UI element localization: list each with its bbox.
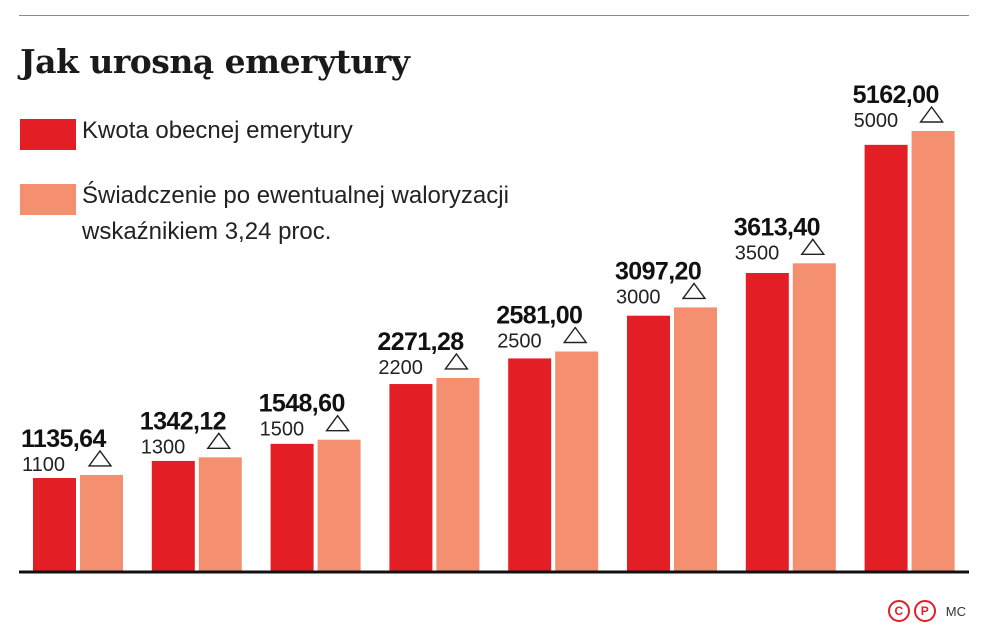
base-value-label-1100: 1100 bbox=[22, 454, 65, 476]
legend-label-indexed-pension: Świadczenie po ewentualnej waloryzacji w… bbox=[82, 182, 509, 245]
indexed-value-label-1500: 1548,60 bbox=[259, 390, 345, 418]
increase-triangle-icon bbox=[325, 414, 350, 432]
indexed-value-label-5000: 5162,00 bbox=[853, 81, 939, 109]
credit-author: MC bbox=[945, 603, 966, 619]
bar-current-1100 bbox=[33, 478, 76, 572]
legend-swatch-indexed-pension bbox=[20, 184, 76, 215]
bar-indexed-5000 bbox=[911, 131, 955, 572]
indexed-value-label-1100: 1135,64 bbox=[21, 425, 106, 453]
bar-current-2500 bbox=[508, 358, 552, 572]
legend-swatch-current-pension bbox=[20, 119, 76, 150]
bar-indexed-2500 bbox=[555, 351, 599, 572]
increase-triangle-icon bbox=[681, 282, 707, 300]
base-value-label-1500: 1500 bbox=[260, 419, 305, 441]
bar-current-1500 bbox=[270, 443, 314, 572]
indexed-value-label-3500: 3613,40 bbox=[734, 213, 820, 241]
increase-triangle-icon bbox=[919, 105, 944, 123]
base-value-label-3500: 3500 bbox=[735, 242, 780, 264]
base-value-label-2200: 2200 bbox=[378, 357, 423, 379]
chart-title: Jak urosną emerytury bbox=[20, 42, 410, 81]
base-value-label-5000: 5000 bbox=[854, 110, 899, 132]
bar-indexed-1500 bbox=[317, 439, 361, 572]
increase-triangle-icon bbox=[444, 352, 469, 370]
base-value-label-1300: 1300 bbox=[141, 436, 186, 458]
bar-current-3500 bbox=[745, 272, 789, 572]
bar-indexed-1100 bbox=[80, 474, 123, 572]
top-rule bbox=[19, 15, 969, 16]
indexed-value-label-1300: 1342,12 bbox=[140, 407, 226, 435]
bar-current-1300 bbox=[151, 460, 195, 572]
increase-triangle-icon bbox=[87, 449, 113, 467]
legend-label-current-pension: Kwota obecnej emerytury bbox=[82, 117, 353, 144]
base-value-label-2500: 2500 bbox=[497, 331, 542, 353]
bar-current-3000 bbox=[627, 315, 670, 572]
bar-indexed-1300 bbox=[198, 457, 242, 572]
bar-indexed-3000 bbox=[674, 307, 717, 572]
base-value-label-3000: 3000 bbox=[616, 286, 661, 308]
copyright-c-icon: C bbox=[887, 600, 910, 622]
indexed-value-label-2500: 2581,00 bbox=[496, 302, 582, 330]
indexed-value-label-3000: 3097,20 bbox=[615, 257, 701, 285]
indexed-value-label-2200: 2271,28 bbox=[377, 328, 464, 356]
increase-triangle-icon bbox=[800, 238, 826, 255]
copyright-p-icon: P bbox=[913, 600, 936, 622]
increase-triangle-icon bbox=[562, 326, 588, 344]
increase-triangle-icon bbox=[206, 432, 232, 450]
bar-current-5000 bbox=[864, 144, 908, 573]
bar-indexed-2200 bbox=[436, 377, 480, 572]
bar-current-2200 bbox=[389, 384, 433, 572]
bar-indexed-3500 bbox=[792, 263, 836, 572]
credit: C P MC bbox=[887, 600, 966, 622]
